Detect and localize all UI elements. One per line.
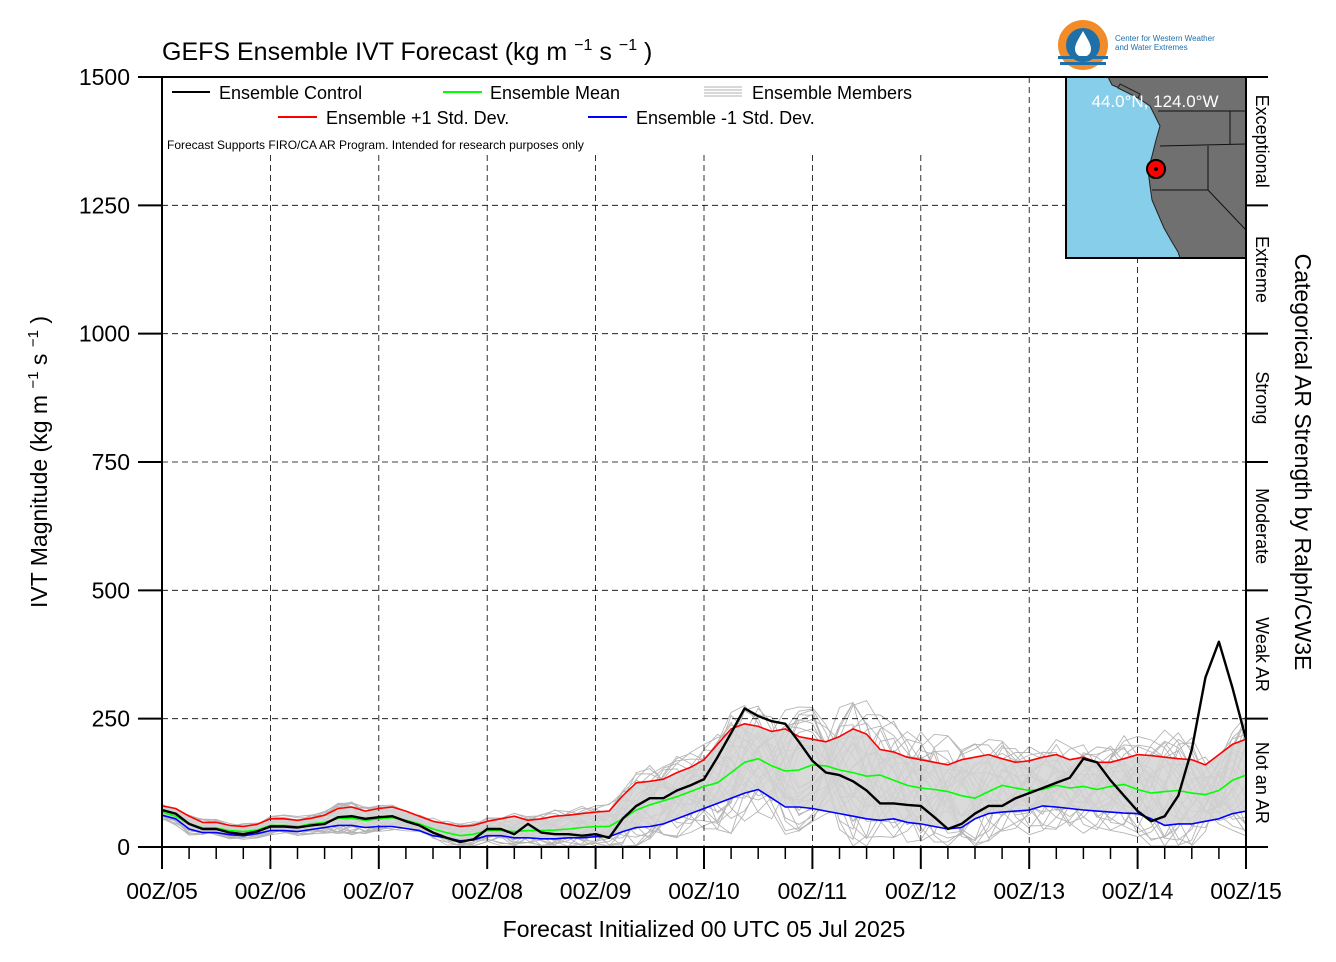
x-tick-label: 00Z/11 — [777, 878, 847, 904]
x-tick-label: 00Z/08 — [451, 878, 523, 904]
legend-label-mean: Ensemble Mean — [490, 83, 620, 103]
x-axis-label: Forecast Initialized 00 UTC 05 Jul 2025 — [503, 916, 906, 942]
logo-text-line2: and Water Extremes — [1115, 43, 1188, 52]
legend-label-plus: Ensemble +1 Std. Dev. — [326, 108, 509, 128]
series-layer — [161, 640, 1248, 844]
research-note: Forecast Supports FIRO/CA AR Program. In… — [167, 138, 584, 152]
y-tick-label: 1250 — [79, 192, 130, 218]
legend: Ensemble Control Ensemble Mean Ensemble … — [167, 83, 912, 152]
ar-category-label: Extreme — [1252, 236, 1272, 303]
plus-std-line — [161, 723, 1247, 828]
legend-label-members: Ensemble Members — [752, 83, 912, 103]
map-frame — [1065, 76, 1247, 259]
chart-title: GEFS Ensemble IVT Forecast (kg m −1 s −1… — [162, 28, 652, 66]
std-dev-spread-band — [162, 723, 1246, 841]
grid-lines — [162, 77, 1246, 847]
x-tick-label: 00Z/06 — [235, 878, 307, 904]
x-tick-label: 00Z/15 — [1210, 878, 1282, 904]
y-tick-label: 250 — [92, 706, 130, 732]
x-tick-label: 00Z/12 — [885, 878, 957, 904]
water-drop-icon — [1075, 31, 1091, 57]
y-tick-label: 750 — [92, 449, 130, 475]
map-island — [1117, 83, 1141, 99]
x-axis-ticks: 00Z/05 00Z/06 00Z/07 00Z/08 00Z/09 00Z/10 00Z/… — [126, 847, 1282, 904]
ar-category-label: Weak AR — [1252, 617, 1272, 692]
ar-category-label: Not an AR — [1252, 742, 1272, 824]
minus-std-line — [161, 788, 1247, 842]
legend-label-control: Ensemble Control — [219, 83, 362, 103]
location-inset-map: 44.0°N, 124.0°W — [1065, 76, 1247, 259]
mean-line — [161, 757, 1247, 837]
logo-text-line1: Center for Western Weather — [1115, 34, 1215, 43]
ar-category-label: Exceptional — [1252, 95, 1272, 188]
y-axis-label: IVT Magnitude (kg m −1 s −1 ) — [17, 316, 52, 608]
cw3e-logo: Center for Western Weather and Water Ext… — [1058, 20, 1215, 70]
x-tick-label: 00Z/07 — [343, 878, 415, 904]
x-tick-label: 00Z/14 — [1102, 878, 1174, 904]
ar-category-label: Moderate — [1252, 488, 1272, 564]
legend-swatch-members — [704, 86, 742, 97]
x-tick-label: 00Z/05 — [126, 878, 198, 904]
right-axis-label: Categorical AR Strength by Ralph/CW3E — [1290, 254, 1316, 671]
y-tick-label: 1000 — [79, 321, 130, 347]
y-tick-label: 0 — [117, 834, 130, 860]
y-tick-label: 1500 — [79, 64, 130, 90]
control-line — [161, 640, 1248, 844]
ar-category-label: Strong — [1252, 371, 1272, 424]
x-tick-label: 00Z/13 — [993, 878, 1065, 904]
y-axis-ticks: 0 250 500 750 1000 1250 1500 — [79, 64, 162, 860]
y-tick-label: 500 — [92, 577, 130, 603]
map-borders — [1152, 110, 1247, 231]
map-location-label: 44.0°N, 124.0°W — [1092, 92, 1219, 111]
x-tick-label: 00Z/10 — [668, 878, 740, 904]
legend-label-minus: Ensemble -1 Std. Dev. — [636, 108, 815, 128]
ar-category-axis: Not an AR Weak AR Moderate Strong Extreme Exc… — [1246, 76, 1272, 848]
x-tick-label: 00Z/09 — [560, 878, 632, 904]
